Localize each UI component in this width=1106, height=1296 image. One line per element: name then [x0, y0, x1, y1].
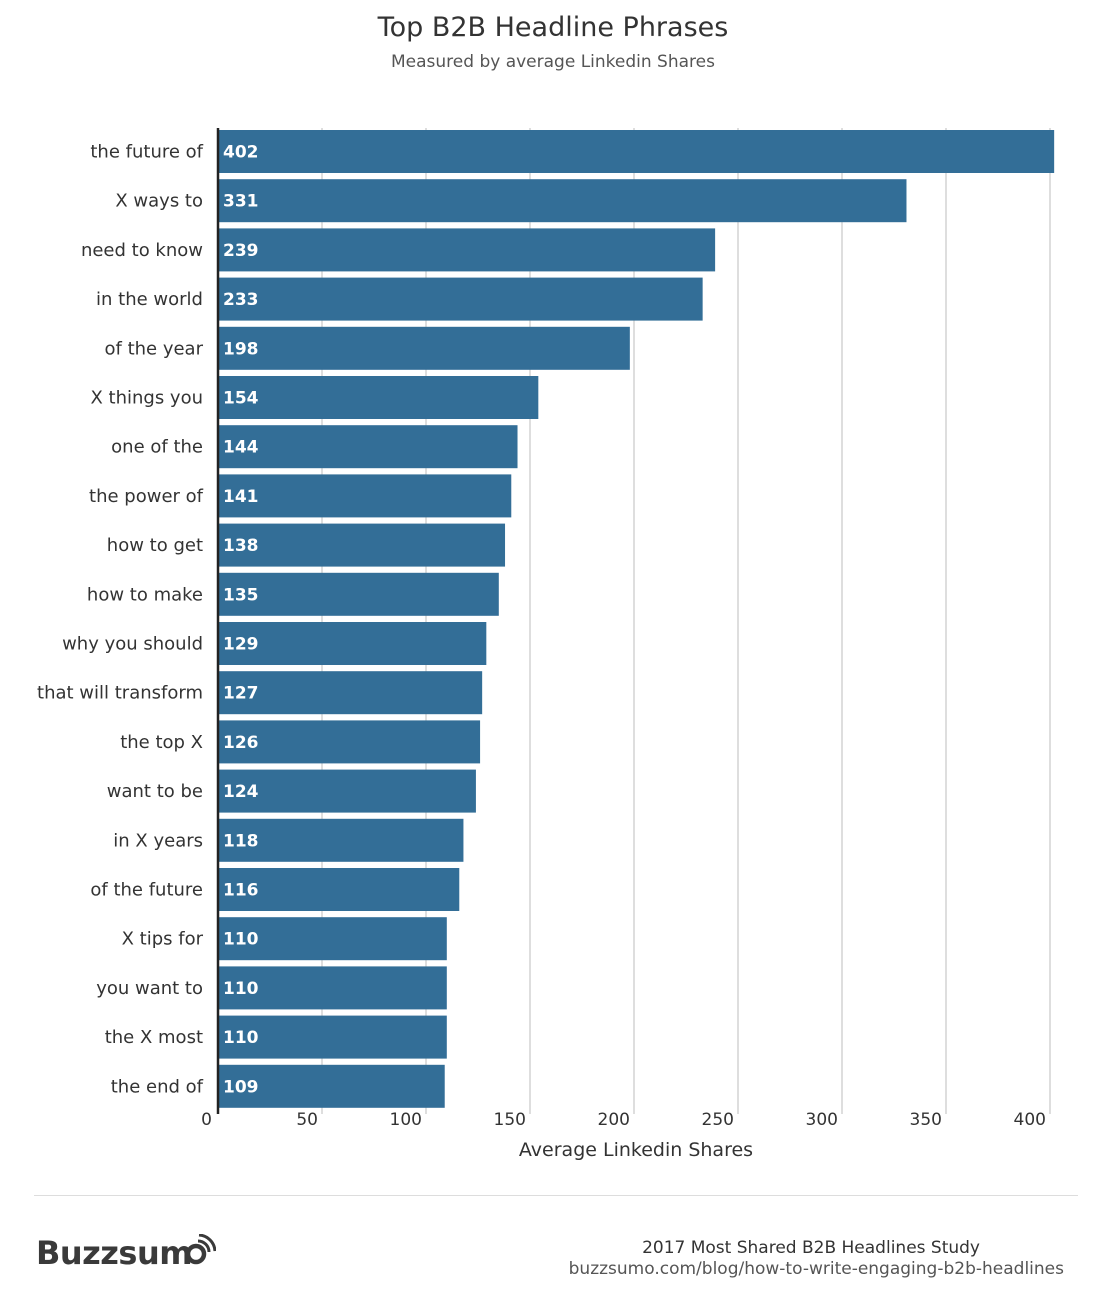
bar-value-label: 135 [223, 585, 259, 605]
bar-value-label: 233 [223, 290, 259, 310]
bar [218, 277, 703, 321]
bar-value-label: 141 [223, 487, 259, 507]
x-tick-label: 50 [296, 1110, 318, 1130]
bar [218, 1015, 447, 1059]
x-axis-title: Average Linkedin Shares [519, 1139, 753, 1161]
bar-value-label: 109 [223, 1077, 259, 1097]
bar-value-label: 129 [223, 635, 259, 655]
source-title: 2017 Most Shared B2B Headlines Study [642, 1238, 980, 1258]
category-label: X tips for [122, 929, 204, 950]
category-label: why you should [62, 634, 203, 655]
bar [218, 376, 539, 419]
category-label: want to be [107, 781, 203, 802]
brand-logo: Buzzsum [36, 1234, 193, 1272]
bar [218, 572, 499, 616]
category-label: the top X [120, 732, 203, 753]
bar [218, 1064, 445, 1108]
x-tick-label: 400 [1014, 1110, 1046, 1130]
bar [218, 868, 460, 911]
bar [218, 671, 483, 715]
bars: 402 the future of 331 X ways to 239 need to k… [37, 130, 1055, 1108]
category-label: how to make [87, 584, 203, 605]
category-label: in X years [113, 830, 203, 851]
category-label: that will transform [37, 683, 203, 704]
category-label: of the year [105, 338, 204, 359]
x-tick-label: 200 [598, 1110, 630, 1130]
category-label: X ways to [115, 191, 203, 212]
bar-value-label: 402 [223, 143, 259, 163]
bar [218, 818, 464, 862]
bar-value-label: 124 [223, 782, 259, 802]
bar [218, 474, 512, 518]
category-label: need to know [81, 240, 203, 261]
bar [218, 966, 447, 1010]
bar-value-label: 144 [223, 438, 259, 458]
x-tick-label: 350 [910, 1110, 942, 1130]
bar-value-label: 110 [223, 979, 259, 999]
category-label: the power of [89, 486, 204, 507]
footer-divider [34, 1195, 1078, 1196]
bar-value-label: 239 [223, 241, 259, 261]
bar [218, 326, 630, 370]
category-label: the future of [90, 142, 203, 163]
bar [218, 425, 518, 469]
bar-value-label: 198 [223, 339, 259, 359]
bar-value-label: 331 [223, 192, 259, 212]
bar [218, 720, 481, 764]
bar-value-label: 110 [223, 930, 259, 950]
bar-value-label: 118 [223, 831, 259, 851]
category-label: one of the [111, 437, 203, 458]
category-label: X things you [90, 388, 203, 409]
bar-chart: 402 the future of 331 X ways to 239 need to k… [37, 128, 1055, 1161]
category-label: of the future [90, 880, 203, 901]
bar-value-label: 154 [223, 389, 259, 409]
x-tick-label: 150 [494, 1110, 526, 1130]
x-tick-label: 300 [806, 1110, 838, 1130]
category-label: you want to [96, 978, 203, 999]
bar [218, 917, 447, 961]
chart-subtitle: Measured by average Linkedin Shares [391, 52, 715, 72]
source-url[interactable]: buzzsumo.com/blog/how-to-write-engaging-… [568, 1259, 1064, 1279]
category-label: the end of [111, 1076, 204, 1097]
chart-title: Top B2B Headline Phrases [377, 12, 729, 43]
x-tick-label: 0 [201, 1110, 212, 1130]
gridlines [321, 128, 1051, 1114]
x-axis-ticks: 0 50 100 150 200 250 300 350 400 [201, 1110, 1046, 1130]
category-label: in the world [96, 289, 203, 310]
signal-o-icon [186, 1234, 216, 1265]
bar [218, 130, 1055, 173]
bar-value-label: 110 [223, 1028, 259, 1048]
bar [218, 228, 716, 272]
bar [218, 622, 487, 665]
bar-value-label: 116 [223, 881, 259, 901]
bar [218, 179, 907, 223]
x-tick-label: 100 [390, 1110, 422, 1130]
bar-value-label: 126 [223, 733, 259, 753]
bar-value-label: 127 [223, 684, 259, 704]
category-label: how to get [107, 535, 203, 556]
bar [218, 769, 476, 813]
x-tick-label: 250 [702, 1110, 734, 1130]
bar-value-label: 138 [223, 536, 259, 556]
bar [218, 523, 506, 567]
category-label: the X most [105, 1027, 203, 1048]
